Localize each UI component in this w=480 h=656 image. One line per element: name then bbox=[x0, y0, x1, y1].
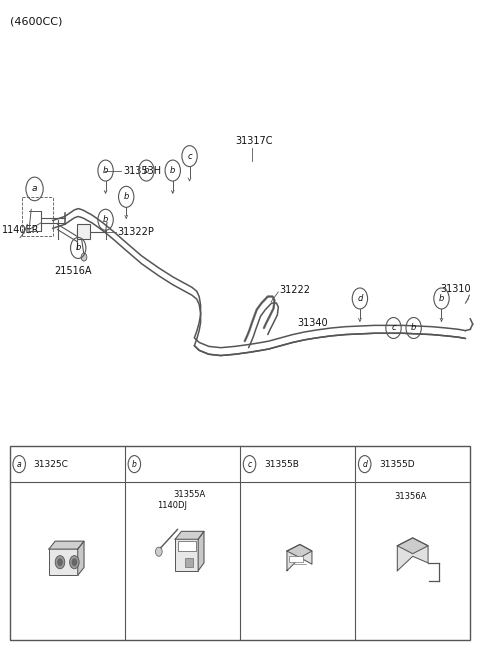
Text: (4600CC): (4600CC) bbox=[10, 16, 62, 26]
Text: 31355B: 31355B bbox=[264, 460, 299, 468]
Text: a: a bbox=[17, 460, 22, 468]
Text: c: c bbox=[187, 152, 192, 161]
Text: b: b bbox=[132, 460, 137, 468]
Text: a: a bbox=[32, 184, 37, 194]
Circle shape bbox=[70, 556, 79, 569]
Text: 1140ER: 1140ER bbox=[2, 224, 40, 235]
Text: b: b bbox=[123, 192, 129, 201]
Bar bbox=[77, 224, 90, 239]
Text: 1140DJ: 1140DJ bbox=[157, 501, 187, 510]
Text: 31310: 31310 bbox=[441, 283, 471, 294]
Text: 31355D: 31355D bbox=[379, 460, 415, 468]
Polygon shape bbox=[175, 531, 204, 539]
Polygon shape bbox=[397, 538, 428, 554]
Text: 31355A: 31355A bbox=[173, 490, 205, 499]
Circle shape bbox=[57, 558, 63, 566]
Bar bbox=[10, 446, 470, 640]
Text: 31322P: 31322P bbox=[117, 226, 154, 237]
Text: d: d bbox=[357, 294, 362, 303]
Text: c: c bbox=[247, 460, 252, 468]
Polygon shape bbox=[198, 531, 204, 571]
Bar bbox=[289, 556, 303, 562]
Bar bbox=[175, 539, 198, 571]
Circle shape bbox=[81, 253, 87, 261]
Circle shape bbox=[156, 547, 162, 556]
Polygon shape bbox=[49, 541, 84, 549]
Text: 31317C: 31317C bbox=[235, 136, 273, 146]
Text: b: b bbox=[411, 323, 416, 333]
Circle shape bbox=[55, 556, 65, 569]
Polygon shape bbox=[78, 541, 84, 575]
Text: b: b bbox=[75, 243, 81, 253]
Text: b: b bbox=[103, 166, 108, 175]
Text: 31353H: 31353H bbox=[123, 165, 161, 176]
Bar bbox=[49, 549, 78, 575]
Text: b: b bbox=[103, 215, 108, 224]
Bar bbox=[178, 541, 196, 551]
Text: 31340: 31340 bbox=[298, 318, 328, 328]
Bar bbox=[185, 558, 193, 567]
Text: 31356A: 31356A bbox=[394, 492, 427, 501]
Polygon shape bbox=[287, 544, 312, 571]
Text: 21516A: 21516A bbox=[54, 266, 92, 276]
Polygon shape bbox=[287, 544, 312, 558]
Text: b: b bbox=[170, 166, 176, 175]
Circle shape bbox=[72, 558, 77, 566]
Text: 31222: 31222 bbox=[279, 285, 310, 295]
Text: b: b bbox=[144, 166, 149, 175]
Text: d: d bbox=[362, 460, 367, 468]
Text: c: c bbox=[391, 323, 396, 333]
Polygon shape bbox=[397, 538, 428, 571]
Text: 31325C: 31325C bbox=[34, 460, 69, 468]
Text: b: b bbox=[439, 294, 444, 303]
